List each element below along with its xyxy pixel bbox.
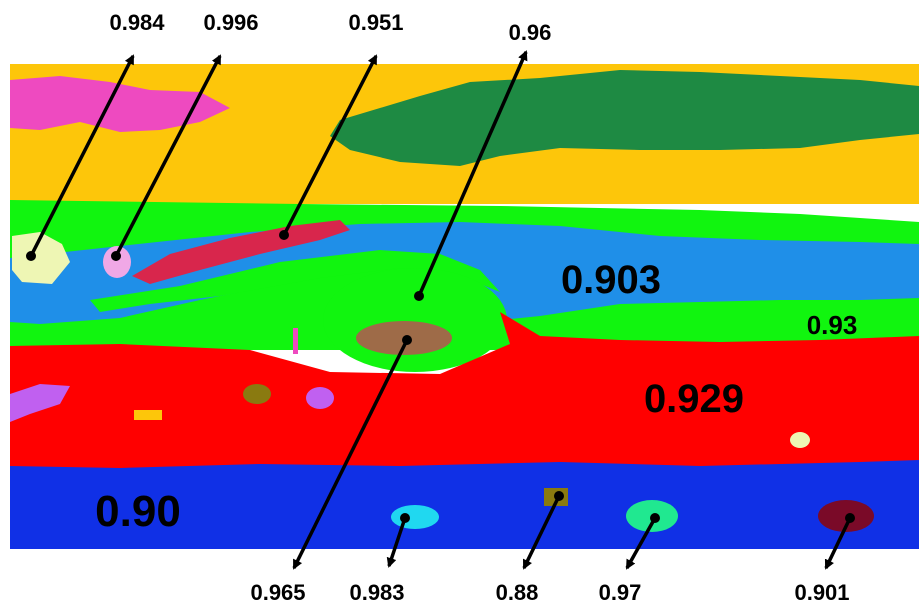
purple-region bbox=[10, 384, 70, 422]
violet-spot bbox=[306, 387, 334, 409]
color-map bbox=[10, 64, 919, 549]
annotation-arrows bbox=[26, 50, 855, 570]
arrow-brown bbox=[292, 339, 409, 570]
crimson-band bbox=[132, 220, 350, 284]
dark-green-region bbox=[330, 70, 919, 166]
label-maroon-spot: 0.901 bbox=[794, 580, 849, 605]
arrow-crimson bbox=[282, 54, 378, 236]
peach-spot bbox=[790, 432, 810, 448]
green-strip bbox=[90, 250, 500, 312]
arrow-dot bbox=[414, 291, 424, 301]
label-pale-yellow-spot: 0.984 bbox=[109, 10, 165, 35]
central-green-oval bbox=[323, 268, 507, 372]
blue-band bbox=[10, 460, 919, 549]
label-light-blue-zone: 0.903 bbox=[561, 258, 661, 302]
arrow-green-oval bbox=[417, 50, 528, 297]
label-pink-spot: 0.996 bbox=[203, 10, 258, 35]
arrow-maroon bbox=[824, 517, 852, 570]
arrow-pink bbox=[114, 54, 222, 257]
arrow-dot bbox=[111, 251, 121, 261]
small-yellow-patch bbox=[134, 410, 162, 420]
label-brown-oval: 0.965 bbox=[250, 580, 305, 605]
label-green-zone: 0.93 bbox=[807, 310, 858, 340]
pale-yellow-spot bbox=[12, 232, 70, 284]
arrow-dot bbox=[400, 513, 410, 523]
arrow-dot bbox=[26, 251, 36, 261]
arrow-pale-yellow bbox=[29, 54, 135, 257]
label-cyan-spot: 0.983 bbox=[349, 580, 404, 605]
arrow-dot bbox=[845, 513, 855, 523]
label-olive-spot: 0.88 bbox=[496, 580, 539, 605]
label-red-zone: 0.929 bbox=[644, 377, 744, 421]
arrow-dot bbox=[279, 230, 289, 240]
label-crimson-band: 0.951 bbox=[348, 10, 403, 35]
arrow-cyan bbox=[386, 517, 407, 568]
label-central-green-oval: 0.96 bbox=[509, 20, 552, 45]
label-sea-green-spot: 0.97 bbox=[599, 580, 642, 605]
arrow-dot bbox=[402, 335, 412, 345]
magenta-region bbox=[10, 76, 230, 132]
label-blue-zone: 0.90 bbox=[95, 487, 181, 536]
arrow-sea-green bbox=[625, 517, 657, 570]
dark-olive-spot bbox=[243, 384, 271, 404]
arrow-olive bbox=[522, 495, 561, 570]
red-band bbox=[10, 312, 919, 470]
cyan-spot bbox=[391, 505, 439, 529]
arrow-dot bbox=[554, 491, 564, 501]
pink-spot bbox=[103, 246, 131, 278]
magenta-sliver bbox=[293, 328, 298, 354]
arrow-dot bbox=[650, 513, 660, 523]
